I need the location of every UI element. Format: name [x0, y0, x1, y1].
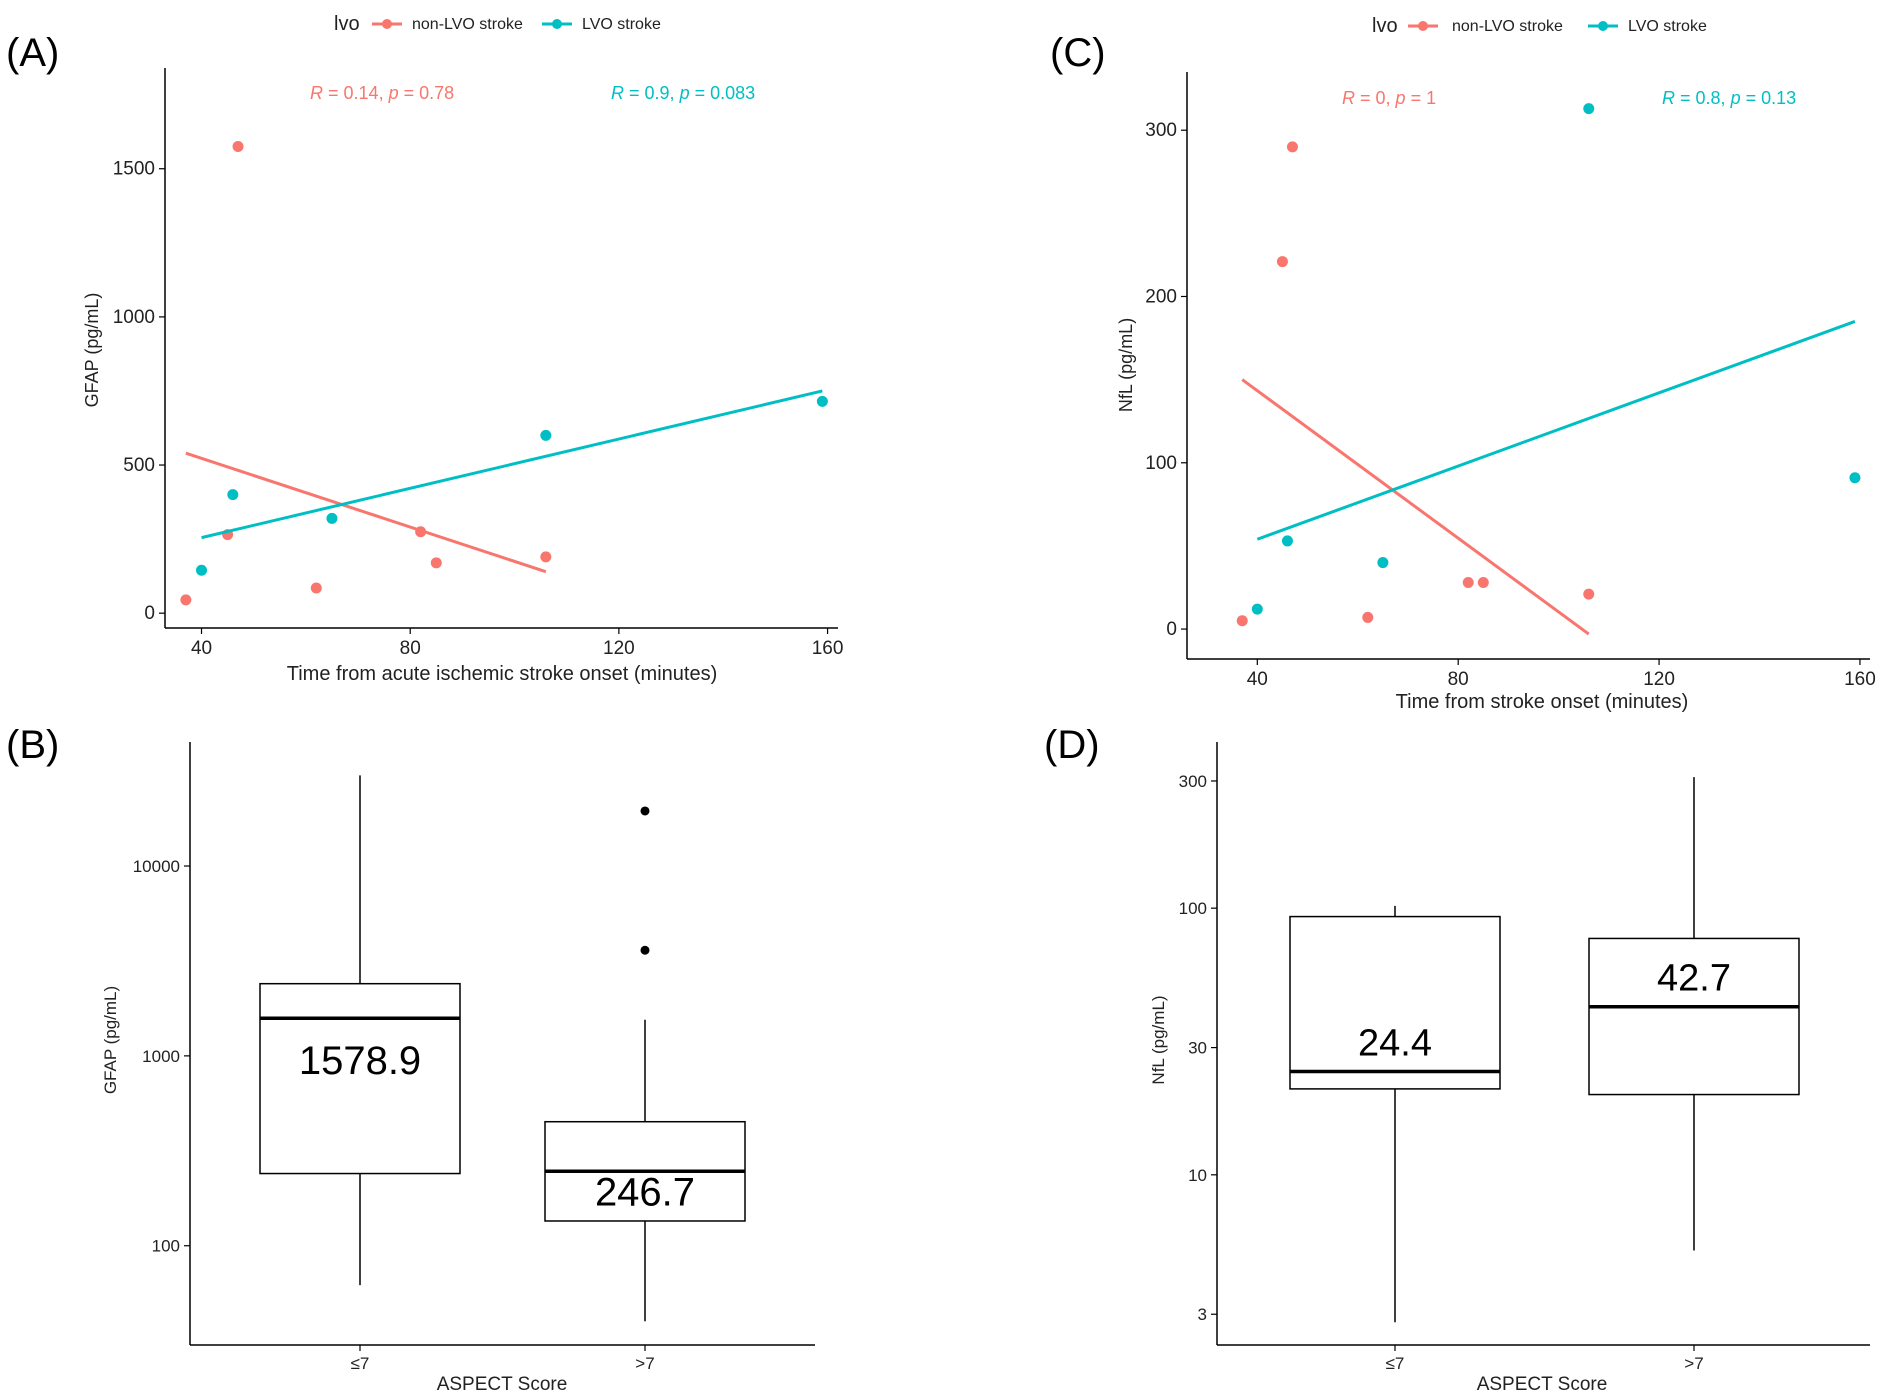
x-tick-label-a: 80 [400, 638, 421, 659]
y-tick-label-a: 500 [123, 455, 155, 476]
median-value-label-b: 1578.9 [299, 1039, 421, 1083]
y-axis-title-d: NfL (pg/mL) [1149, 995, 1168, 1084]
data-point-non-lvo-c [1286, 141, 1298, 153]
outlier-point-b [640, 945, 650, 955]
x-tick-label-d: ≤7 [1386, 1354, 1405, 1373]
box-iqr-b [259, 982, 461, 1175]
y-tick-label-b: 100 [152, 1237, 180, 1256]
x-tick-label-b: ≤7 [351, 1354, 370, 1373]
y-axis-title-b: GFAP (pg/mL) [101, 986, 120, 1094]
data-point-non-lvo-a [232, 141, 244, 153]
stat-annotation-lvo-a: R = 0.9, p = 0.083 [611, 83, 755, 103]
median-value-label-d: 24.4 [1358, 1023, 1432, 1065]
stat-annotation-lvo-c: R = 0.8, p = 0.13 [1662, 88, 1796, 108]
data-point-non-lvo-c [1583, 588, 1595, 600]
data-point-lvo-c [1583, 103, 1595, 115]
legend-a: lvo non-LVO stroke LVO stroke [334, 13, 661, 35]
panel-label-a: (A) [6, 31, 59, 75]
legend-title-a: lvo [334, 13, 360, 35]
panel-label-c: (C) [1050, 31, 1106, 75]
x-tick-label-b: >7 [635, 1354, 654, 1373]
x-tick-label-d: >7 [1684, 1354, 1703, 1373]
y-tick-label-d: 3 [1198, 1305, 1207, 1324]
x-tick-label-c: 160 [1844, 669, 1876, 690]
panel-label-d: (D) [1044, 723, 1100, 767]
data-point-non-lvo-a [415, 526, 427, 538]
legend-c: lvo non-LVO stroke LVO stroke [1372, 15, 1707, 37]
y-axis-title-c: NfL (pg/mL) [1116, 318, 1136, 412]
median-value-label-b: 246.7 [595, 1170, 695, 1214]
data-point-lvo-a [816, 395, 828, 407]
y-tick-label-a: 0 [144, 603, 155, 624]
y-axis-title-a: GFAP (pg/mL) [82, 293, 102, 408]
data-point-non-lvo-c [1477, 577, 1489, 589]
y-tick-label-c: 100 [1145, 453, 1177, 474]
y-tick-label-a: 1000 [113, 307, 155, 328]
x-axis-title-d: ASPECT Score [1477, 1374, 1608, 1395]
legend-key-lvo-c [1588, 21, 1618, 31]
legend-title-c: lvo [1372, 15, 1398, 37]
x-tick-label-a: 40 [191, 638, 212, 659]
data-point-non-lvo-a [540, 551, 552, 563]
x-tick-label-a: 120 [603, 638, 635, 659]
y-tick-label-c: 300 [1145, 120, 1177, 141]
data-point-lvo-c [1251, 603, 1263, 615]
data-point-lvo-a [540, 429, 552, 441]
y-tick-label-d: 30 [1188, 1039, 1207, 1058]
x-axis-title-a: Time from acute ischemic stroke onset (m… [287, 663, 718, 685]
data-point-lvo-a [227, 489, 239, 501]
data-point-non-lvo-a [310, 582, 322, 594]
data-point-non-lvo-c [1362, 611, 1374, 623]
stat-annotation-non-lvo-a: R = 0.14, p = 0.78 [310, 83, 454, 103]
fit-line-non-lvo-a [185, 451, 547, 574]
box-iqr-d [1289, 915, 1501, 1090]
data-point-lvo-a [196, 564, 208, 576]
plot-area-b: 100 1000 10000 ≤7 1578.9 >7 246.7 [133, 742, 815, 1373]
data-point-non-lvo-c [1276, 256, 1288, 268]
legend-label-lvo-c: LVO stroke [1628, 18, 1707, 35]
data-point-non-lvo-a [430, 557, 442, 569]
median-value-label-d: 42.7 [1657, 958, 1731, 1000]
legend-key-lvo-a [542, 19, 572, 29]
panel-label-b: (B) [6, 723, 59, 767]
legend-label-lvo-a: LVO stroke [582, 16, 661, 33]
plot-area-d: 3 10 30 100 300 ≤7 24.4 >7 42.7 [1179, 742, 1870, 1373]
data-point-lvo-a [326, 512, 338, 524]
data-point-lvo-c [1281, 535, 1293, 547]
data-point-lvo-c [1377, 557, 1389, 569]
legend-label-non-lvo-c: non-LVO stroke [1452, 18, 1563, 35]
plot-area-c: 40 80 120 160 0 100 200 300 [1145, 72, 1876, 690]
y-tick-label-d: 300 [1179, 772, 1207, 791]
y-tick-label-d: 100 [1179, 899, 1207, 918]
fit-line-lvo-c [1256, 320, 1856, 541]
data-point-non-lvo-c [1462, 577, 1474, 589]
box-iqr-d [1588, 937, 1800, 1096]
y-tick-label-b: 10000 [133, 857, 180, 876]
fit-line-non-lvo-c [1241, 378, 1590, 636]
data-point-lvo-c [1849, 472, 1861, 484]
data-point-non-lvo-a [180, 594, 192, 606]
x-tick-label-c: 40 [1247, 669, 1268, 690]
y-tick-label-c: 0 [1166, 619, 1177, 640]
fit-line-lvo-a [201, 389, 823, 540]
legend-key-non-lvo-c [1408, 21, 1438, 31]
data-point-non-lvo-c [1236, 615, 1248, 627]
y-tick-label-d: 10 [1188, 1166, 1207, 1185]
x-tick-label-c: 120 [1643, 669, 1675, 690]
y-tick-label-b: 1000 [142, 1047, 180, 1066]
x-axis-title-b: ASPECT Score [437, 1374, 568, 1395]
x-tick-label-a: 160 [812, 638, 844, 659]
legend-label-non-lvo-a: non-LVO stroke [412, 16, 523, 33]
x-tick-label-c: 80 [1448, 669, 1469, 690]
y-tick-label-c: 200 [1145, 286, 1177, 307]
plot-area-a: 40 80 120 160 0 500 1000 1500 [113, 68, 844, 659]
legend-key-non-lvo-a [372, 19, 402, 29]
x-axis-title-c: Time from stroke onset (minutes) [1396, 691, 1689, 713]
outlier-point-b [640, 806, 650, 816]
stat-annotation-non-lvo-c: R = 0, p = 1 [1342, 88, 1436, 108]
y-tick-label-a: 1500 [113, 159, 155, 180]
